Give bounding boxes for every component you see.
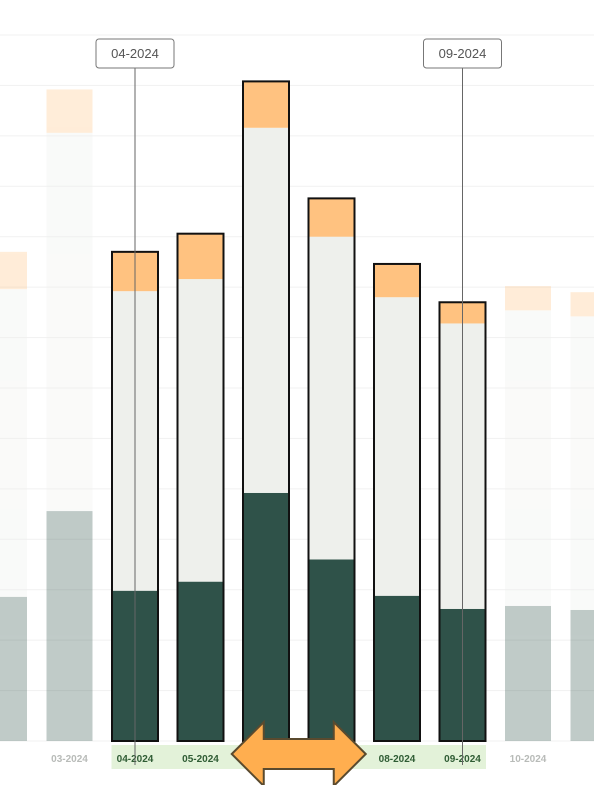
x-tick-label: 05-2024 [182,754,219,765]
marker-label: 04-2024 [111,46,159,61]
bar-segment-bottom [570,609,594,741]
bar-segment-top [46,89,93,133]
bar-03-2024[interactable] [46,89,93,741]
bar-segment-middle [0,289,27,597]
double-arrow-icon[interactable] [230,719,368,785]
bar-segment-middle [177,279,224,582]
marker-label: 09-2024 [439,46,487,61]
bar-segment-bottom [505,605,551,741]
bar-segment-bottom [243,492,289,741]
range-drag-handle[interactable] [230,719,368,785]
bar-outline [373,262,421,742]
bar-segment-middle [505,310,551,606]
bar-outline [176,232,225,742]
bars [0,80,594,743]
bar-segment-bottom [0,596,27,741]
bar-segment-middle [308,236,355,560]
bar-segment-top [308,198,355,237]
bar-segment-top [243,81,289,128]
x-tick-label: 08-2024 [379,754,416,765]
range-end-marker[interactable]: 09-2024 [423,38,502,765]
bar-segment-top [374,263,420,298]
gridlines [0,34,594,742]
bar-segment-top [570,292,594,317]
bar-segment-bottom [177,581,224,741]
bar-segment-top [505,286,551,311]
bar-11-2024[interactable] [570,292,594,741]
bar-06-2024[interactable] [242,80,290,742]
bar-segment-middle [46,132,93,512]
range-start-marker[interactable]: 04-2024 [95,38,175,765]
bar-segment-bottom [308,559,355,741]
range-markers: 04-2024 09-2024 [95,38,502,765]
bar-segment-middle [243,127,289,493]
bar-10-2024[interactable] [505,286,551,741]
bar-segment-top [177,233,224,280]
bar-segment-top [0,251,27,290]
x-tick-label: 10-2024 [510,754,547,765]
bar-segment-bottom [374,595,420,741]
bar-segment-middle [570,316,594,610]
bar-segment-middle [374,297,420,596]
bar-02-2024[interactable] [0,251,27,741]
marker-label-box [423,38,502,69]
marker-label-box [95,38,175,69]
x-tick-label: 03-2024 [51,754,88,765]
bar-08-2024[interactable] [373,262,421,742]
bar-07-2024[interactable] [307,197,356,743]
bar-05-2024[interactable] [176,232,225,742]
bar-segment-bottom [46,511,93,741]
